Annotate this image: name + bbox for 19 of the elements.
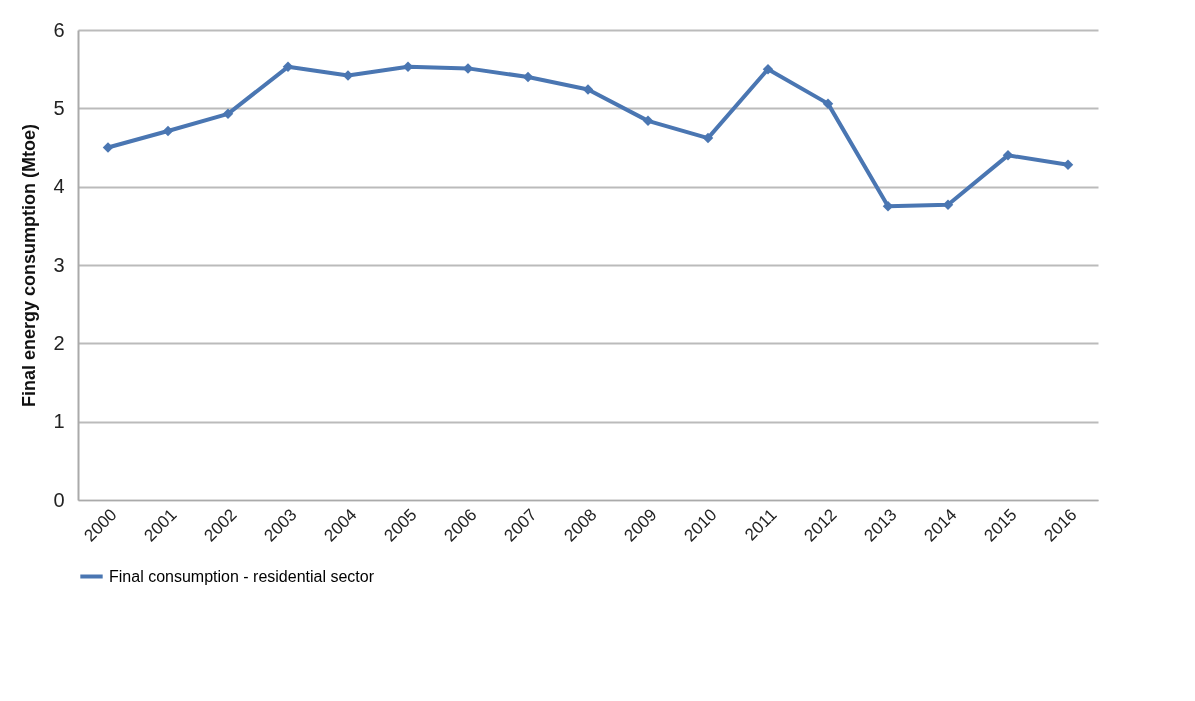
point [162,125,174,137]
point [342,70,354,81]
point [282,61,294,73]
point [762,63,774,75]
y-axis-title: Final energy consumption (Mtoe) [19,123,40,408]
y-tick-label: 2 [53,331,65,354]
y-tick-label: 0 [53,488,65,511]
legend-label: Final consumption - residential sector [109,567,375,585]
point [822,98,834,109]
point [702,132,714,144]
y-tick-label: 6 [53,18,65,41]
y-tick-label: 1 [53,410,65,433]
point [102,142,114,153]
point [642,115,654,127]
point [222,108,234,120]
y-tick-label: 3 [53,253,65,276]
y-tick-label: 5 [53,96,65,119]
y-tick-label: 4 [53,175,65,198]
point [582,84,594,95]
